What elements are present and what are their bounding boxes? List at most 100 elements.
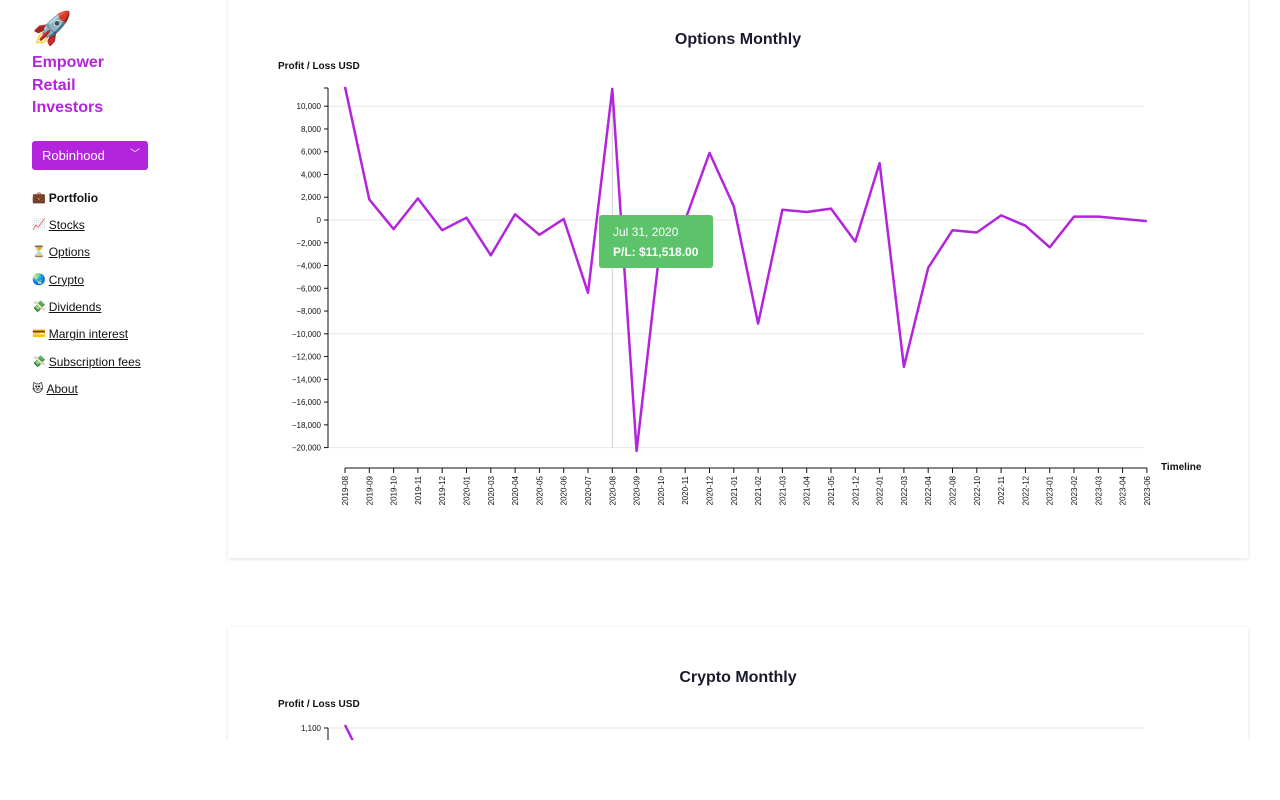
app-viewport: 🚀 Empower Retail Investors Robinhood ﹀ 💼… [32, 0, 1248, 740]
nav-item-crypto[interactable]: 🌏 Crypto [32, 272, 212, 299]
nav-item-margin-interest[interactable]: 💳 Margin interest [32, 326, 212, 353]
x-tick-label: 2020-10 [657, 475, 666, 505]
nav-item-label: Dividends [48, 300, 102, 315]
nav-item-label: About [46, 382, 78, 397]
chart-title: Options Monthly [674, 31, 802, 48]
brand-line: Empower [32, 54, 105, 71]
x-tick-label: 2021-02 [754, 475, 763, 505]
chevron-down-icon: ﹀ [130, 149, 140, 160]
cat-face-icon: 😻 [32, 383, 44, 396]
y-tick-label: −10,000 [292, 330, 322, 339]
nav-item-label: Stocks [48, 217, 85, 232]
x-tick-label: 2019-08 [341, 475, 350, 505]
x-tick-label: 2022-08 [949, 475, 958, 505]
options-chart[interactable]: 10,000 8,000 6,000 4,000 2,000 0 −2,000 −4,000 −… [228, 0, 1248, 558]
brand-line: Investors [32, 99, 104, 116]
brand-name[interactable]: Empower Retail Investors [32, 52, 212, 120]
y-tick-label: 6,000 [301, 148, 322, 157]
nav-item-options[interactable]: ⏳ Options [32, 244, 212, 271]
x-tick-label: 2022-04 [924, 475, 933, 505]
x-tick-label: 2023-02 [1070, 475, 1079, 505]
y-tick-label: −8,000 [296, 307, 321, 316]
x-tick-label: 2020-01 [463, 475, 472, 505]
nav-item-dividends[interactable]: 💸 Dividends [32, 299, 212, 326]
y-tick-label: −2,000 [296, 239, 321, 248]
money-icon: 💸 [32, 301, 46, 314]
chart-increasing-icon: 📈 [32, 218, 46, 231]
y-tick-label: 8,000 [301, 125, 322, 134]
credit-card-icon: 💳 [32, 328, 46, 341]
brand-line: Retail [32, 76, 76, 94]
briefcase-icon: 💼 [32, 191, 46, 204]
x-tick-label: 2019-11 [414, 475, 423, 504]
options-chart-card: Options Monthly Profit / Loss USD Timeli… [228, 0, 1248, 558]
nav-item-label: Margin interest [48, 327, 129, 342]
x-axis-title: Timeline [1161, 462, 1202, 473]
x-tick-label: 2022-03 [900, 475, 909, 505]
x-tick-label: 2022-12 [1021, 475, 1030, 505]
x-tick-label: 2022-01 [876, 475, 885, 505]
y-tick-label: −4,000 [296, 262, 321, 271]
x-tick-label: 2019-12 [438, 475, 447, 505]
y-tick-label: 2,000 [301, 193, 322, 202]
x-tick-label: 2019-09 [365, 475, 374, 505]
y-tick-label: 10,000 [297, 102, 322, 111]
y-tick-label: −16,000 [292, 398, 322, 407]
x-tick-label: 2023-06 [1143, 475, 1152, 505]
broker-select-value: Robinhood [42, 147, 105, 163]
sidebar-nav: 💼 Portfolio 📈 Stocks ⏳ Options 🌏 Crypto … [32, 190, 212, 409]
tooltip-date: Jul 31, 2020 [613, 225, 679, 239]
nav-item-label: Options [48, 245, 91, 260]
x-tick-label: 2019-10 [390, 475, 399, 505]
nav-item-about[interactable]: 😻 About [32, 381, 212, 408]
x-tick-label: 2020-06 [560, 475, 569, 505]
series-line [343, 86, 1148, 453]
x-tick-label: 2020-07 [584, 475, 593, 505]
x-tick-label: 2021-04 [803, 475, 812, 505]
x-tick-label: 2020-09 [633, 475, 642, 505]
x-tick-label: 2020-11 [681, 475, 690, 504]
y-tick-label: −18,000 [292, 421, 322, 430]
x-tick-label: 2023-01 [1046, 475, 1055, 505]
x-tick-label: 2020-05 [535, 475, 544, 505]
x-tick-label: 2023-03 [1094, 475, 1103, 505]
x-tick-label: 2020-04 [511, 475, 520, 505]
broker-select[interactable]: Robinhood ﹀ [32, 140, 148, 170]
tooltip-value: P/L: $11,518.00 [613, 245, 699, 259]
x-tick-label: 2021-01 [730, 475, 739, 505]
x-tick-label: 2022-11 [997, 475, 1006, 504]
y-tick-label: 0 [317, 216, 322, 225]
nav-item-label: Subscription fees [48, 354, 141, 369]
y-tick-label: −14,000 [292, 375, 322, 384]
x-tick-label: 2023-04 [1119, 475, 1128, 505]
y-axis-title: Profit / Loss USD [278, 699, 360, 710]
chart-title: Crypto Monthly [679, 669, 797, 686]
y-tick-label: −12,000 [292, 353, 322, 362]
x-tick-label: 2020-12 [706, 475, 715, 505]
x-tick-label: 2020-03 [487, 475, 496, 505]
series-line [343, 724, 354, 740]
y-tick-label: 4,000 [301, 170, 322, 179]
globe-icon: 🌏 [32, 273, 46, 286]
money-wings-icon: 💸 [32, 355, 46, 368]
y-axis-title: Profit / Loss USD [278, 61, 360, 72]
crypto-chart-card: Crypto Monthly Profit / Loss USD 1,100 [228, 627, 1248, 740]
nav-item-label: Portfolio [48, 190, 99, 205]
chart-tooltip: Jul 31, 2020 P/L: $11,518.00 [599, 215, 713, 268]
nav-item-stocks[interactable]: 📈 Stocks [32, 217, 212, 244]
hourglass-icon: ⏳ [32, 246, 46, 259]
y-tick-label: 1,100 [301, 724, 322, 733]
sidebar: 🚀 Empower Retail Investors Robinhood ﹀ 💼… [32, 10, 212, 409]
x-tick-label: 2022-10 [973, 475, 982, 505]
nav-item-subscription-fees[interactable]: 💸 Subscription fees [32, 354, 212, 381]
crypto-chart[interactable]: 1,100 [228, 627, 1248, 740]
x-tick-label: 2021-03 [778, 475, 787, 505]
nav-item-label: Crypto [48, 272, 85, 287]
x-tick-label: 2020-08 [608, 475, 617, 505]
y-tick-label: −20,000 [292, 444, 322, 453]
x-tick-label: 2021-05 [827, 475, 836, 505]
nav-item-portfolio[interactable]: 💼 Portfolio [32, 190, 212, 217]
y-tick-label: −6,000 [296, 284, 321, 293]
rocket-logo-icon: 🚀 [32, 10, 72, 46]
x-tick-label: 2021-12 [851, 475, 860, 505]
